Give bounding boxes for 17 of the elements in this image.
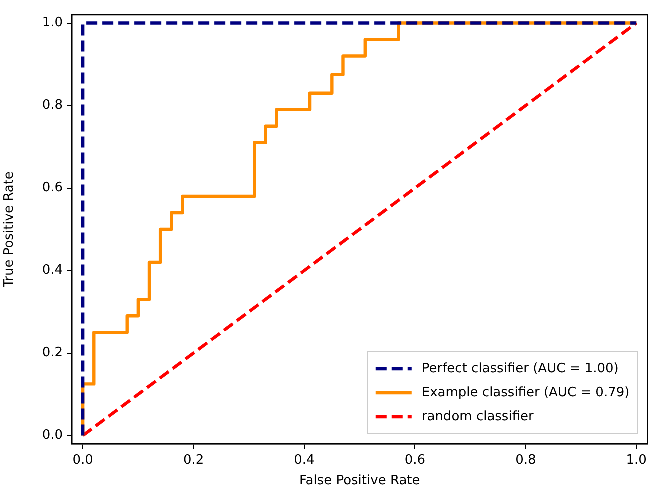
x-tick-label: 1.0 [626,453,647,468]
y-tick-label: 0.6 [42,180,63,196]
y-tick-label: 0.2 [42,346,63,361]
y-tick-label: 1.0 [42,16,63,31]
x-tick-label: 0.4 [294,453,315,468]
y-tick-label: 0.8 [42,98,63,114]
x-tick-label: 0.8 [516,453,536,468]
legend-label: Example classifier (AUC = 0.79) [422,385,630,400]
legend-label: random classifier [422,409,535,424]
legend-label: Perfect classifier (AUC = 1.00) [422,361,619,376]
y-axis-title: True Positive Rate [2,172,18,288]
y-tick-label: 0.0 [42,428,63,444]
x-tick-label: 0.2 [183,453,204,468]
x-tick-label: 0.6 [404,453,426,468]
y-tick-label: 0.4 [42,263,63,278]
x-tick-label: 0.0 [72,453,94,468]
x-axis-title: False Positive Rate [299,474,420,489]
